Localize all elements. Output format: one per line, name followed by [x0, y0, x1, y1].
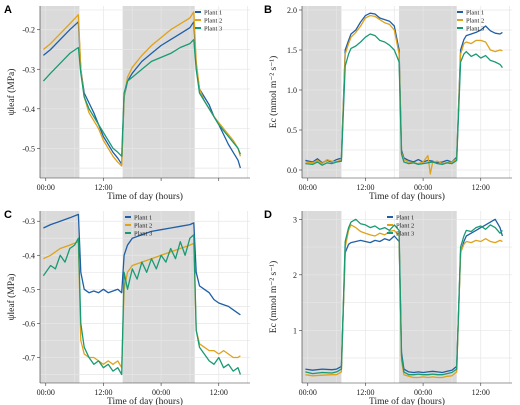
panel-b: B 00:00 12:00 00:00 12:00 0.0 0.5 1.0 1.5 2.0 Time… [264, 4, 512, 202]
y-axis-title: ψleaf (MPa) [6, 69, 17, 116]
x-tick-label: 00:00 [299, 183, 317, 192]
x-tick-label: 12:00 [94, 388, 112, 397]
series-line-plant-2 [305, 224, 503, 379]
series-line-plant-3 [305, 218, 503, 376]
x-axis-title: Time of day (hours) [107, 191, 183, 202]
x-tick-label: 12:00 [210, 388, 228, 397]
series-line-plant-1 [43, 213, 241, 316]
panel-d: D 00:00 12:00 00:00 12:00 1 2 3 Time of day (hou… [264, 209, 512, 405]
legend-label: Plant 3 [204, 25, 222, 32]
y-tick-label: -0.3 [22, 217, 35, 226]
x-tick-label: 12:00 [94, 183, 112, 192]
legend-label: Plant 2 [204, 17, 222, 24]
panel-label: C [4, 209, 12, 221]
legend-label: Plant 2 [396, 222, 414, 229]
y-tick-label: 1.5 [287, 46, 297, 55]
night-shading-band [302, 6, 342, 178]
y-tick-label: 1 [293, 326, 297, 335]
series-line-plant-3 [42, 234, 242, 376]
y-axis-title: Ec (mmol m⁻² s⁻¹) [268, 56, 279, 128]
legend-label: Plant 1 [396, 214, 414, 221]
night-shading-band [302, 211, 342, 383]
night-shading-band [122, 211, 195, 383]
x-tick-label: 00:00 [37, 183, 55, 192]
legend-label: Plant 3 [396, 230, 414, 237]
y-tick-label: -0.5 [22, 285, 35, 294]
legend-label: Plant 3 [466, 25, 484, 32]
legend-label: Plant 1 [204, 9, 222, 16]
x-tick-label: 00:00 [414, 388, 432, 397]
series-line-plant-3 [42, 38, 242, 157]
y-tick-label: -0.6 [22, 319, 35, 328]
x-tick-label: 12:00 [356, 388, 374, 397]
panel-c: C 00:00 12:00 00:00 12:00 -0.7 -0.6 -0.5 -0.4 -0.… [4, 209, 250, 405]
series-line-plant-3 [305, 33, 503, 166]
y-tick-label: -0.4 [22, 105, 35, 114]
y-axis-title: Ec (mmol m⁻² s⁻¹) [268, 261, 279, 333]
x-tick-label: 00:00 [414, 183, 432, 192]
x-axis-title: Time of day (hours) [369, 396, 445, 405]
x-axis-title: Time of day (hours) [369, 191, 445, 202]
y-tick-label: 0.0 [287, 166, 297, 175]
panel-label: B [264, 4, 272, 16]
y-tick-label: 2 [293, 271, 297, 280]
series-line-plant-2 [43, 241, 241, 369]
x-axis-title: Time of day (hours) [107, 396, 183, 405]
x-tick-label: 00:00 [37, 388, 55, 397]
y-tick-label: -0.3 [22, 65, 35, 74]
x-tick-label: 12:00 [356, 183, 374, 192]
y-tick-label: 1.0 [287, 86, 297, 95]
night-shading-band [399, 211, 457, 383]
series-line-plant-1 [305, 218, 504, 374]
legend-label: Plant 1 [134, 214, 152, 221]
legend-label: Plant 3 [134, 230, 152, 237]
night-shading-band [399, 6, 457, 178]
night-shading-band [122, 6, 195, 178]
x-tick-label: 00:00 [299, 388, 317, 397]
y-tick-label: -0.5 [22, 144, 35, 153]
y-tick-label: -0.4 [22, 251, 35, 260]
y-tick-label: 0.5 [287, 126, 297, 135]
y-tick-label: -0.2 [22, 26, 35, 35]
panel-label: A [4, 4, 12, 16]
y-axis-title: ψleaf (MPa) [6, 274, 17, 321]
legend-label: Plant 2 [466, 17, 484, 24]
x-tick-label: 12:00 [472, 183, 490, 192]
x-tick-label: 12:00 [472, 388, 490, 397]
y-tick-label: 3 [293, 215, 297, 224]
panel-label: D [264, 209, 272, 221]
x-tick-label: 00:00 [152, 388, 170, 397]
y-tick-label: -0.7 [22, 353, 35, 362]
panel-a: A 00:00 12:00 -0.5 -0.4 -0.3 -0.2 Time of day (… [4, 4, 250, 202]
night-shading-band [40, 211, 80, 383]
legend-label: Plant 1 [466, 9, 484, 16]
y-tick-label: 2.0 [287, 6, 297, 15]
legend-label: Plant 2 [134, 222, 152, 229]
